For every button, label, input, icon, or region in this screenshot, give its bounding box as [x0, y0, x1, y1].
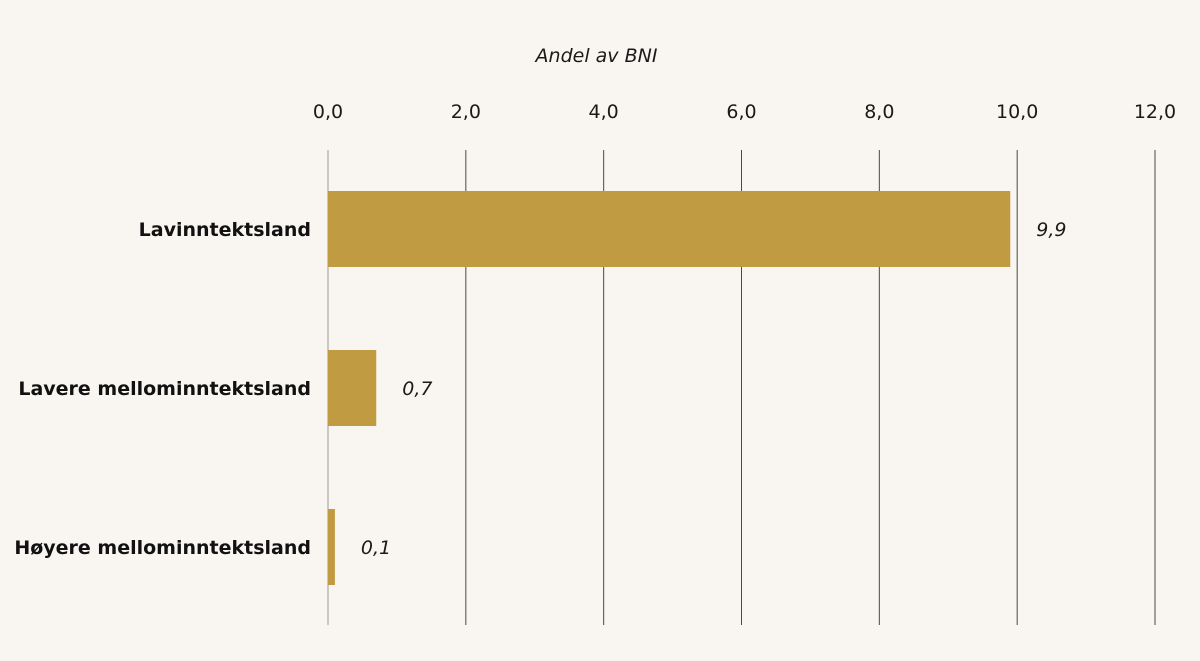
x-tick-label: 6,0	[726, 101, 756, 123]
x-tick-label: 0,0	[313, 101, 343, 123]
category-label: Høyere mellominntektsland	[14, 537, 311, 559]
category-label: Lavinntektsland	[139, 219, 311, 241]
category-label: Lavere mellominntektsland	[18, 378, 311, 400]
data-labels: 9,9 0,7 0,1	[361, 219, 1067, 559]
x-tick-label: 4,0	[589, 101, 619, 123]
data-label: 9,9	[1036, 219, 1066, 241]
x-tick-label: 2,0	[451, 101, 481, 123]
bar	[328, 350, 377, 426]
x-tick-label: 8,0	[864, 101, 894, 123]
bar	[328, 191, 1011, 267]
category-labels: Lavinntektsland Lavere mellominntektsland…	[14, 219, 311, 559]
bar	[328, 509, 335, 585]
bars	[328, 191, 1011, 585]
x-axis-title: Andel av BNI	[534, 45, 658, 67]
x-tick-label: 10,0	[996, 101, 1038, 123]
x-tick-label: 12,0	[1134, 101, 1176, 123]
x-axis-ticks: 0,0 2,0 4,0 6,0 8,0 10,0 12,0	[313, 101, 1176, 123]
data-label: 0,7	[402, 378, 432, 400]
data-label: 0,1	[361, 537, 391, 559]
